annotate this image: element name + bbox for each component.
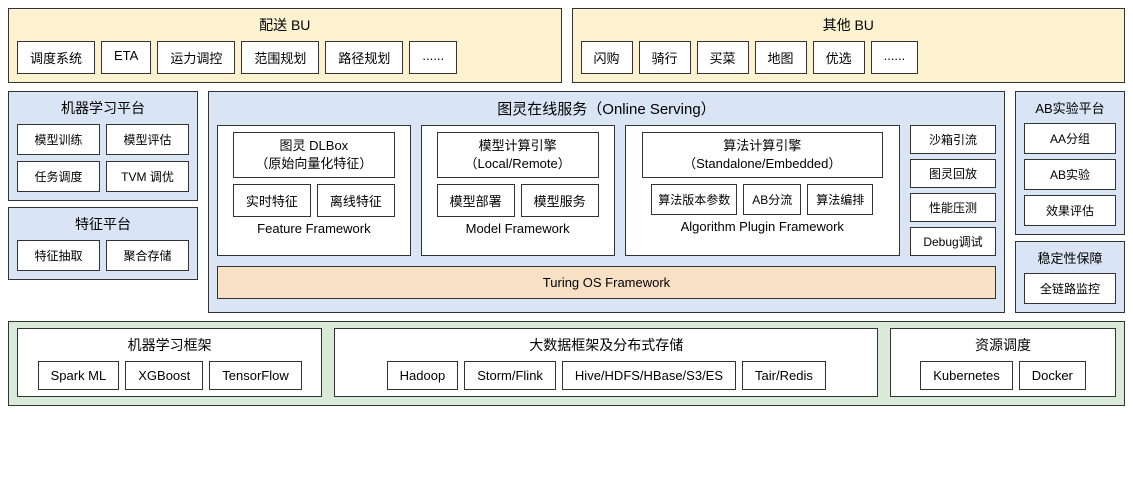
model-fw-label: Model Framework [466,221,570,236]
algo-fw-head1: 算法计算引擎 [723,138,801,153]
infra-item: Docker [1019,361,1086,390]
tool-item: 性能压测 [910,193,996,222]
ml-item: 模型评估 [106,124,189,155]
feature-framework-block: 图灵 DLBox （原始向量化特征） 实时特征 离线特征 Feature Fra… [217,125,411,256]
tool-item: 沙箱引流 [910,125,996,154]
ml-item: TVM 调优 [106,161,189,192]
other-bu-items: 闪购 骑行 买菜 地图 优选 ...... [581,41,1117,74]
fw-item: 模型部署 [437,184,515,217]
delivery-bu-items: 调度系统 ETA 运力调控 范围规划 路径规划 ...... [17,41,553,74]
delivery-bu-title: 配送 BU [17,15,553,35]
tools-list: 沙箱引流 图灵回放 性能压测 Debug调试 [910,125,996,256]
model-fw-head1: 模型计算引擎 [479,138,557,153]
fw-item: 实时特征 [233,184,311,217]
bigdata-title: 大数据框架及分布式存储 [341,335,871,355]
infra-item: XGBoost [125,361,203,390]
resource-panel: 资源调度 Kubernetes Docker [890,328,1116,397]
infra-panel: 机器学习框架 Spark ML XGBoost TensorFlow 大数据框架… [8,321,1125,406]
infra-item: TensorFlow [209,361,301,390]
bu-item: 范围规划 [241,41,319,74]
fw-item: 模型服务 [521,184,599,217]
infra-item: Hive/HDFS/HBase/S3/ES [562,361,736,390]
fw-item: 离线特征 [317,184,395,217]
bu-item: 运力调控 [157,41,235,74]
infra-item: Storm/Flink [464,361,556,390]
bu-item: 路径规划 [325,41,403,74]
bu-item: 地图 [755,41,807,74]
other-bu-title: 其他 BU [581,15,1117,35]
ml-platform-title: 机器学习平台 [17,98,189,118]
bigdata-panel: 大数据框架及分布式存储 Hadoop Storm/Flink Hive/HDFS… [334,328,878,397]
bu-item: 买菜 [697,41,749,74]
infra-item: Hadoop [387,361,459,390]
infra-item: Spark ML [38,361,120,390]
bu-item: 优选 [813,41,865,74]
algo-fw-label: Algorithm Plugin Framework [681,219,844,234]
bu-item: 调度系统 [17,41,95,74]
fw-item: 算法版本参数 [651,184,737,215]
feature-fw-head2: （原始向量化特征） [255,156,372,171]
algo-framework-block: 算法计算引擎 （Standalone/Embedded） 算法版本参数 AB分流… [625,125,900,256]
feature-item: 特征抽取 [17,240,100,271]
bu-item: ETA [101,41,151,74]
bu-item: ...... [409,41,457,74]
stability-title: 稳定性保障 [1024,248,1116,267]
feature-platform-title: 特征平台 [17,214,189,234]
ml-fw-title: 机器学习框架 [24,335,315,355]
ab-title: AB实验平台 [1024,98,1116,117]
fw-item: AB分流 [743,184,801,215]
model-fw-head2: （Local/Remote） [465,156,571,171]
ab-item: AB实验 [1024,159,1116,190]
resource-title: 资源调度 [897,335,1109,355]
infra-item: Tair/Redis [742,361,826,390]
other-bu-panel: 其他 BU 闪购 骑行 买菜 地图 优选 ...... [572,8,1126,83]
ml-platform-panel: 机器学习平台 模型训练 模型评估 任务调度 TVM 调优 [8,91,198,201]
ml-item: 任务调度 [17,161,100,192]
model-framework-block: 模型计算引擎 （Local/Remote） 模型部署 模型服务 Model Fr… [421,125,615,256]
bu-item: ...... [871,41,919,74]
stability-panel: 稳定性保障 全链路监控 [1015,241,1125,313]
stability-item: 全链路监控 [1024,273,1116,304]
fw-item: 算法编排 [807,184,873,215]
ab-item: AA分组 [1024,123,1116,154]
tool-item: Debug调试 [910,227,996,256]
feature-item: 聚合存储 [106,240,189,271]
algo-fw-head2: （Standalone/Embedded） [683,156,841,171]
feature-fw-label: Feature Framework [257,221,370,236]
ab-platform-panel: AB实验平台 AA分组 AB实验 效果评估 [1015,91,1125,235]
online-serving-panel: 图灵在线服务（Online Serving） 图灵 DLBox （原始向量化特征… [208,91,1005,313]
bu-item: 骑行 [639,41,691,74]
ml-item: 模型训练 [17,124,100,155]
feature-fw-head1: 图灵 DLBox [280,138,349,153]
tool-item: 图灵回放 [910,159,996,188]
ml-framework-panel: 机器学习框架 Spark ML XGBoost TensorFlow [17,328,322,397]
online-serving-title: 图灵在线服务（Online Serving） [217,98,996,119]
feature-platform-panel: 特征平台 特征抽取 聚合存储 [8,207,198,280]
turing-os-bar: Turing OS Framework [217,266,996,299]
infra-item: Kubernetes [920,361,1013,390]
bu-item: 闪购 [581,41,633,74]
delivery-bu-panel: 配送 BU 调度系统 ETA 运力调控 范围规划 路径规划 ...... [8,8,562,83]
ab-item: 效果评估 [1024,195,1116,226]
